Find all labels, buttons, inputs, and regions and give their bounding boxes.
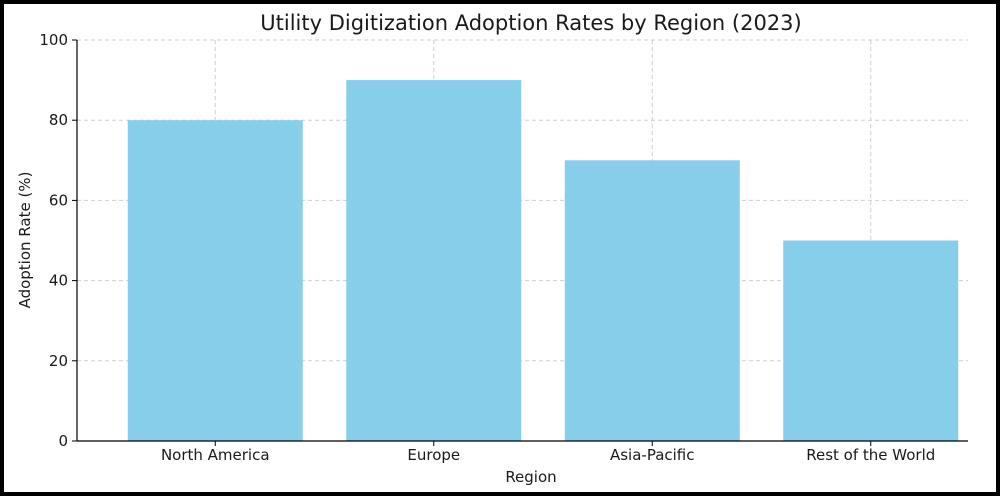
y-tick-label: 100: [39, 31, 68, 49]
bar-layer: [127, 80, 959, 442]
y-tick-label: 60: [49, 191, 68, 209]
bar-north-america: [127, 120, 303, 441]
x-tick-label: Europe: [407, 446, 460, 464]
y-tick-label: 40: [49, 272, 68, 290]
chart-title: Utility Digitization Adoption Rates by R…: [260, 11, 801, 35]
x-tick-label: Asia-Pacific: [610, 446, 695, 464]
y-tick-label: 0: [58, 432, 68, 450]
bar-asia-pacific: [564, 160, 740, 442]
axis-layer: 0 20 40 60 80 100 North America Europe Asia-Paci…: [39, 31, 968, 464]
bar-rest-of-the-world: [783, 240, 959, 441]
x-axis-label: Region: [505, 468, 556, 486]
x-tick-label: Rest of the World: [806, 446, 935, 464]
y-tick-label: 20: [49, 352, 68, 370]
y-axis-label: Adoption Rate (%): [16, 172, 34, 309]
y-tick-label: 80: [49, 111, 68, 129]
bar-europe: [346, 80, 522, 441]
x-tick-label: North America: [161, 446, 270, 464]
